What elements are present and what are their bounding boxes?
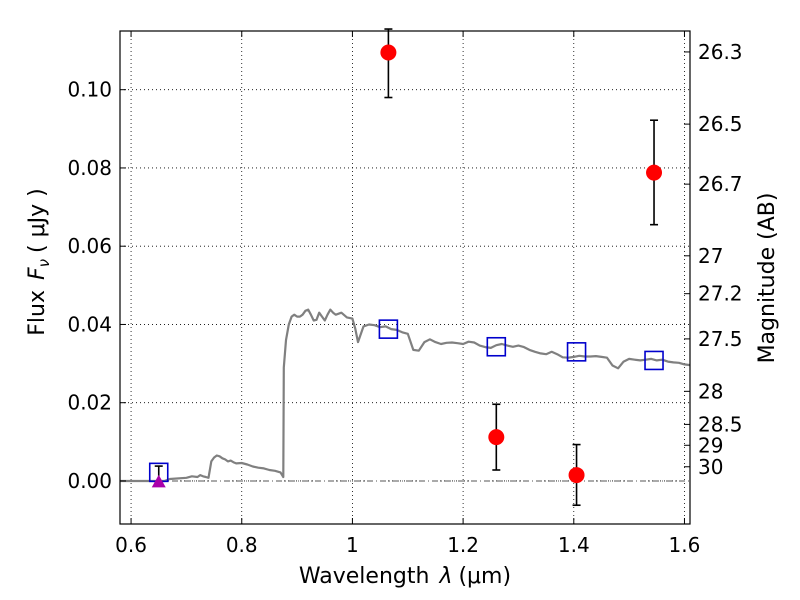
y2-tick-label: 26.5	[698, 112, 743, 136]
y-tick-label: 0.10	[67, 78, 112, 102]
y-axis-label: FluxFν( μJy )	[25, 188, 53, 335]
y2-tick-label: 29	[698, 433, 723, 457]
x-axis-ticks: 0.6 0.8 1 1.2 1.4 1.6	[115, 31, 700, 557]
y2-tick-label: 27.5	[698, 327, 743, 351]
synthetic-photometry-square	[566, 342, 587, 362]
observed-flux-point	[646, 164, 663, 181]
y2-tick-label: 30	[698, 455, 723, 479]
x-tick-label: 1	[346, 533, 359, 557]
synthetic-photometry-square	[486, 336, 507, 357]
x-tick-label: 1.6	[669, 533, 701, 557]
y2-tick-label: 26.7	[698, 172, 743, 196]
observed-flux-point	[380, 44, 397, 61]
observed-flux-point	[568, 467, 585, 484]
x-tick-label: 1.2	[447, 533, 479, 557]
y-tick-label: 0.06	[67, 234, 112, 258]
x-axis-label: Wavelength λ (μm)	[299, 564, 511, 589]
y-tick-label: 0.00	[67, 469, 112, 493]
y2-tick-label: 27.2	[698, 282, 743, 306]
right-axis-label: Magnitude (AB)	[755, 193, 780, 364]
synthetic-photometry-square	[378, 319, 399, 339]
y-axis-ticks: 0.00 0.02 0.04 0.06 0.08 0.10	[67, 78, 126, 493]
y-tick-label: 0.04	[67, 312, 112, 336]
y2-tick-label: 27	[698, 244, 723, 268]
y2-tick-label: 26.3	[698, 40, 743, 64]
data-series	[120, 28, 691, 507]
observed-flux-point	[488, 429, 505, 446]
y2-tick-label: 28	[698, 379, 723, 403]
grid-lines	[120, 31, 690, 524]
y2-tick-label: 28.5	[698, 412, 743, 436]
plot-frame	[119, 30, 691, 525]
y-tick-label: 0.08	[67, 156, 112, 180]
synthetic-photometry-square	[644, 350, 664, 371]
upper-limit-triangle	[151, 474, 166, 488]
x-tick-label: 1.4	[558, 533, 590, 557]
x-tick-label: 0.6	[115, 533, 147, 557]
x-tick-label: 0.8	[226, 533, 258, 557]
y-tick-label: 0.02	[67, 391, 112, 415]
